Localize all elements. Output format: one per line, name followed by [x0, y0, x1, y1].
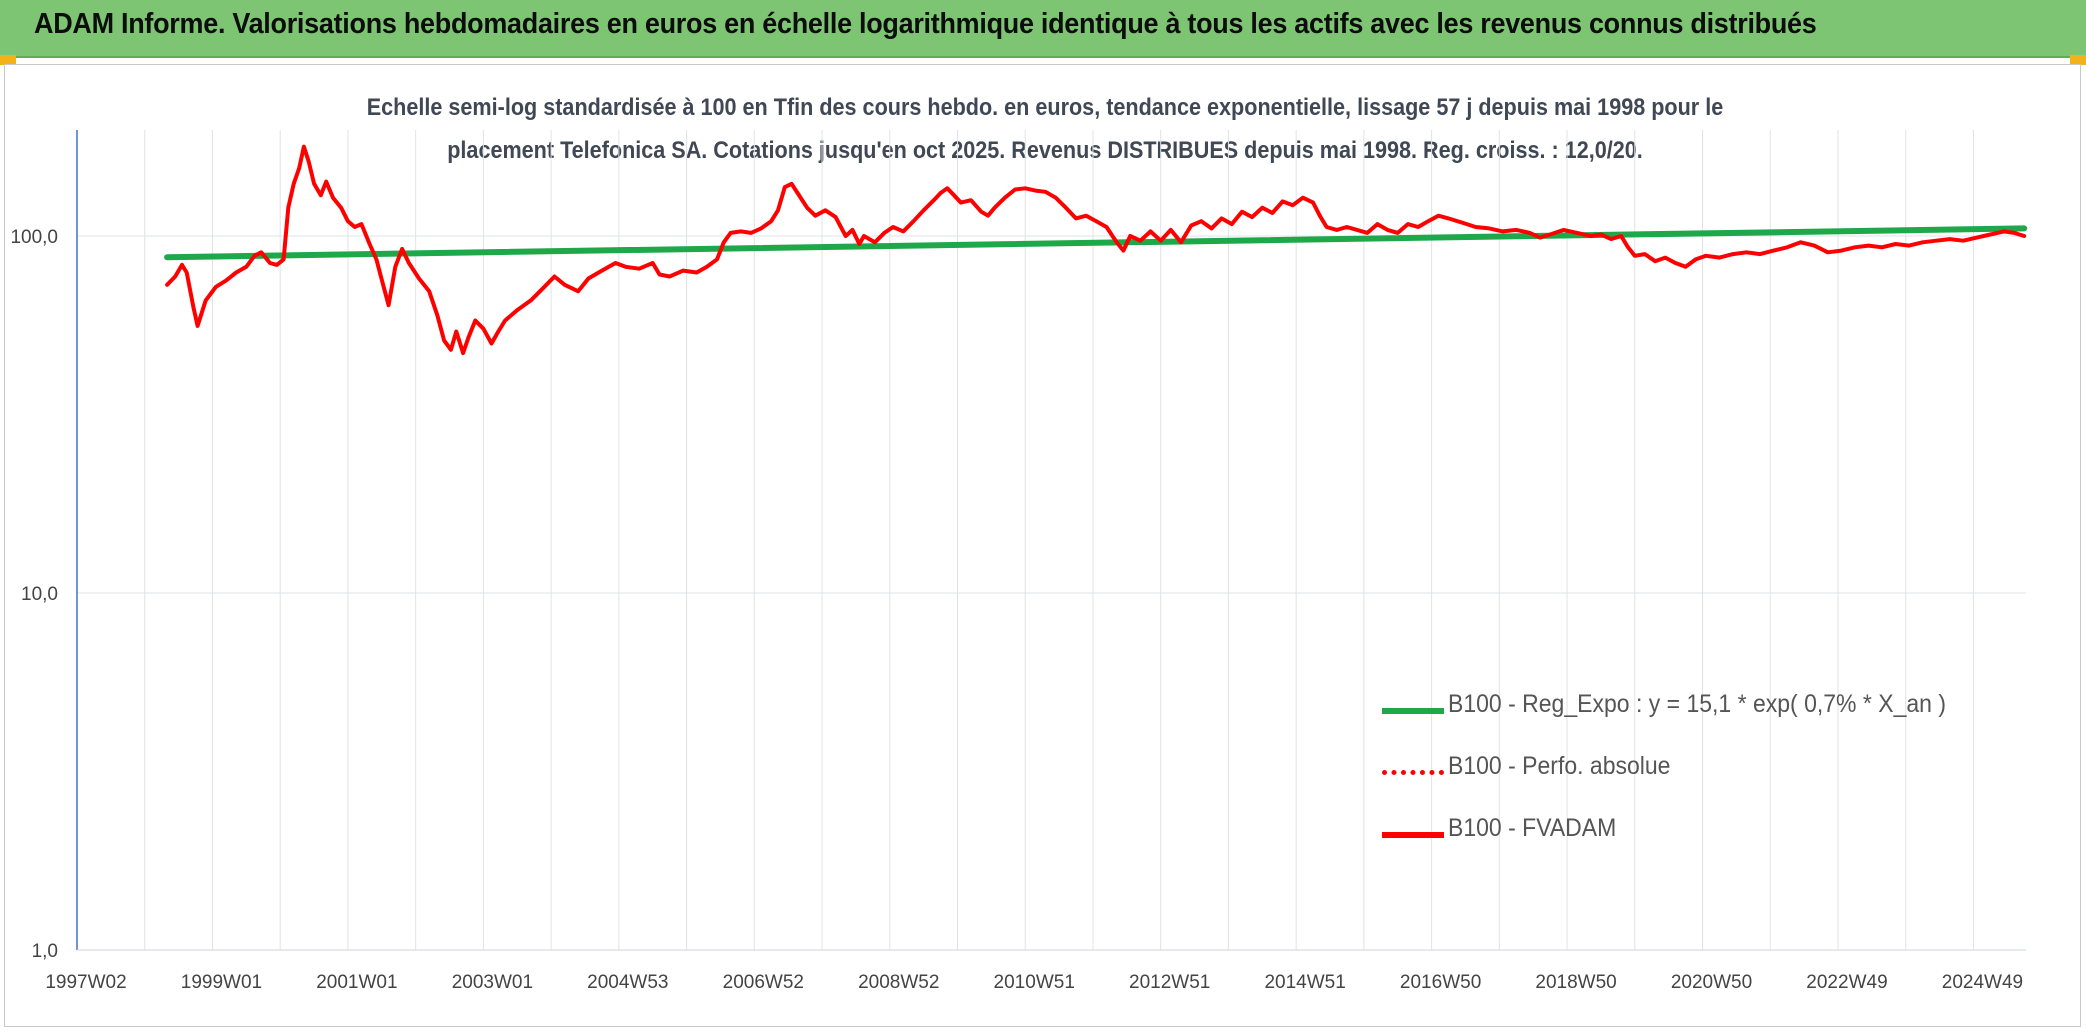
legend-label-perfo: B100 - Perfo. absolue	[1448, 752, 1671, 780]
x-tick-label: 2018W50	[1535, 972, 1616, 993]
x-tick-label: 2004W53	[587, 972, 668, 993]
chart-frame	[4, 64, 2081, 1027]
legend-item-perfo: B100 - Perfo. absolue	[1382, 748, 1982, 810]
legend-swatch-perfo	[1382, 770, 1444, 775]
legend-swatch-fvadam	[1382, 832, 1444, 838]
y-tick-label: 100,0	[10, 227, 58, 248]
x-tick-label: 2008W52	[858, 972, 939, 993]
legend-item-trend: B100 - Reg_Expo : y = 15,1 * exp( 0,7% *…	[1382, 686, 1982, 748]
legend-item-fvadam: B100 - FVADAM	[1382, 810, 1982, 872]
series-line-trend	[164, 225, 2028, 261]
y-tick-label: 10,0	[21, 584, 58, 605]
chart-grid	[76, 130, 2026, 951]
x-tick-label: 1999W01	[181, 972, 262, 993]
x-tick-label: 2010W51	[994, 972, 1075, 993]
report-banner: ADAM Informe. Valorisations hebdomadaire…	[0, 0, 2086, 58]
x-tick-label: 2016W50	[1400, 972, 1481, 993]
x-tick-label: 2020W50	[1671, 972, 1752, 993]
chart-title: Echelle semi-log standardisée à 100 en T…	[366, 94, 1724, 164]
legend-label-trend: B100 - Reg_Expo : y = 15,1 * exp( 0,7% *…	[1448, 690, 1946, 718]
x-tick-label: 2024W49	[1942, 972, 2023, 993]
legend-label-fvadam: B100 - FVADAM	[1448, 814, 1617, 842]
chart-series	[164, 144, 2028, 356]
series-line-fvadam	[165, 144, 2027, 356]
x-tick-label: 2001W01	[316, 972, 397, 993]
x-tick-label: 2014W51	[1264, 972, 1345, 993]
corner-marker-left	[0, 55, 16, 65]
y-tick-label: 1,0	[32, 941, 58, 962]
x-tick-label: 1997W02	[45, 972, 126, 993]
legend-swatch-trend	[1382, 708, 1444, 714]
chart-axes: 1,0 10,0 100,0 1997W02 1999W01 2001W01 2003W01…	[10, 130, 2026, 993]
chart-legend: B100 - Reg_Expo : y = 15,1 * exp( 0,7% *…	[1382, 686, 1982, 872]
x-tick-label: 2022W49	[1806, 972, 1887, 993]
corner-marker-right	[2070, 55, 2086, 65]
x-tick-label: 2003W01	[452, 972, 533, 993]
x-tick-label: 2012W51	[1129, 972, 1210, 993]
x-tick-label: 2006W52	[723, 972, 804, 993]
report-title: ADAM Informe. Valorisations hebdomadaire…	[34, 8, 1817, 40]
